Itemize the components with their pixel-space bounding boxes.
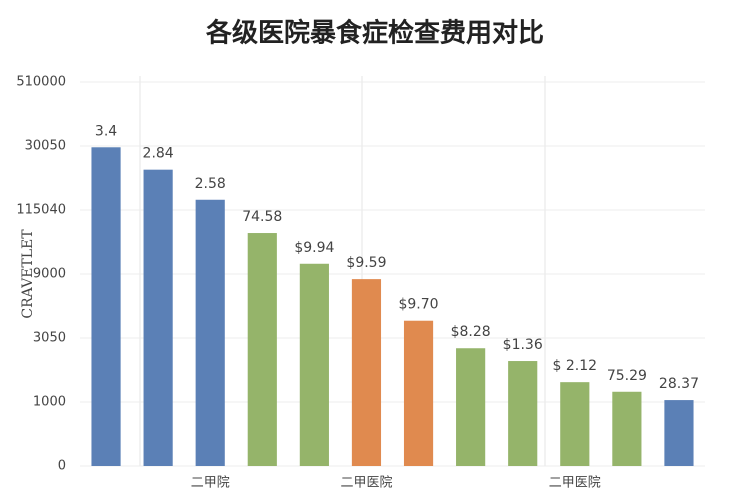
y-axis-label: CRAVETLET <box>20 229 36 319</box>
bar-annotation: 3.4 <box>95 123 117 139</box>
bar <box>247 233 277 466</box>
chart-title: 各级医院暴食症检查费用对比 <box>205 18 544 49</box>
bar-annotation: $9.70 <box>398 297 438 313</box>
bar-annotation: 74.58 <box>242 209 282 225</box>
x-tick-label: 二甲医院 <box>340 476 392 491</box>
x-tick-label: 二甲医院 <box>549 476 601 491</box>
bar-annotation: 28.37 <box>659 376 699 392</box>
y-tick-label: 9000 <box>33 267 66 282</box>
bar-annotation: 2.84 <box>143 146 174 162</box>
bar <box>403 320 434 466</box>
bar-annotation: $8.28 <box>451 324 491 340</box>
bar <box>456 348 486 466</box>
y-tick-label: 510000 <box>16 75 66 90</box>
bar <box>299 263 329 466</box>
y-tick-label: 30050 <box>25 139 66 154</box>
bar-annotation: $9.94 <box>294 240 334 256</box>
bar-annotation: $9.59 <box>346 255 386 271</box>
bar-annotation: $1.36 <box>503 337 543 353</box>
bar <box>508 361 538 466</box>
y-tick-label: 115040 <box>16 203 66 218</box>
y-tick-label: 0 <box>58 459 66 474</box>
bar-annotation: $ 2.12 <box>553 358 598 374</box>
y-tick-label: 3050 <box>33 331 66 346</box>
bar <box>91 147 121 466</box>
bar <box>143 169 173 466</box>
bar <box>560 382 590 466</box>
bar <box>351 279 382 466</box>
bar <box>195 199 225 466</box>
bar-annotation: 75.29 <box>607 368 647 384</box>
y-tick-label: 1000 <box>33 395 66 410</box>
bar-annotation: 2.58 <box>195 176 226 192</box>
bar <box>664 400 694 466</box>
x-tick-label: 二甲院 <box>191 476 230 491</box>
bar <box>612 391 642 466</box>
